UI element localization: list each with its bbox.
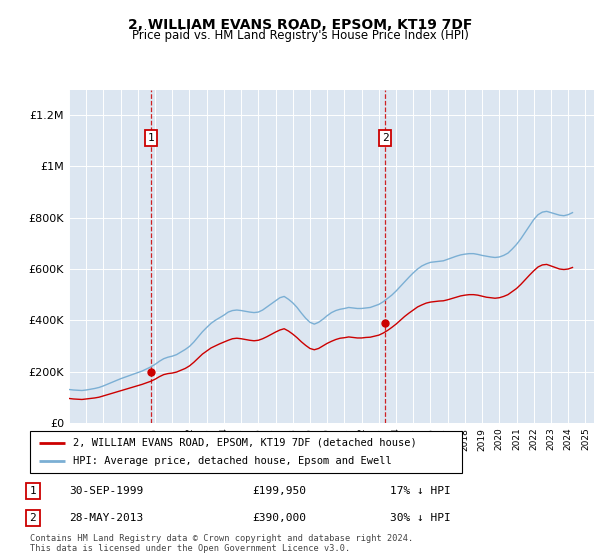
Text: 30-SEP-1999: 30-SEP-1999 bbox=[69, 486, 143, 496]
Text: £390,000: £390,000 bbox=[252, 513, 306, 523]
Text: 2: 2 bbox=[382, 133, 389, 143]
Text: 17% ↓ HPI: 17% ↓ HPI bbox=[390, 486, 451, 496]
Text: Contains HM Land Registry data © Crown copyright and database right 2024.
This d: Contains HM Land Registry data © Crown c… bbox=[30, 534, 413, 553]
Text: 2, WILLIAM EVANS ROAD, EPSOM, KT19 7DF: 2, WILLIAM EVANS ROAD, EPSOM, KT19 7DF bbox=[128, 18, 472, 32]
Text: 1: 1 bbox=[148, 133, 154, 143]
Text: HPI: Average price, detached house, Epsom and Ewell: HPI: Average price, detached house, Epso… bbox=[73, 456, 392, 466]
Text: 1: 1 bbox=[29, 486, 37, 496]
Text: Price paid vs. HM Land Registry's House Price Index (HPI): Price paid vs. HM Land Registry's House … bbox=[131, 29, 469, 42]
Text: 2, WILLIAM EVANS ROAD, EPSOM, KT19 7DF (detached house): 2, WILLIAM EVANS ROAD, EPSOM, KT19 7DF (… bbox=[73, 438, 417, 448]
Text: £199,950: £199,950 bbox=[252, 486, 306, 496]
Text: 30% ↓ HPI: 30% ↓ HPI bbox=[390, 513, 451, 523]
Text: 28-MAY-2013: 28-MAY-2013 bbox=[69, 513, 143, 523]
Text: 2: 2 bbox=[29, 513, 37, 523]
